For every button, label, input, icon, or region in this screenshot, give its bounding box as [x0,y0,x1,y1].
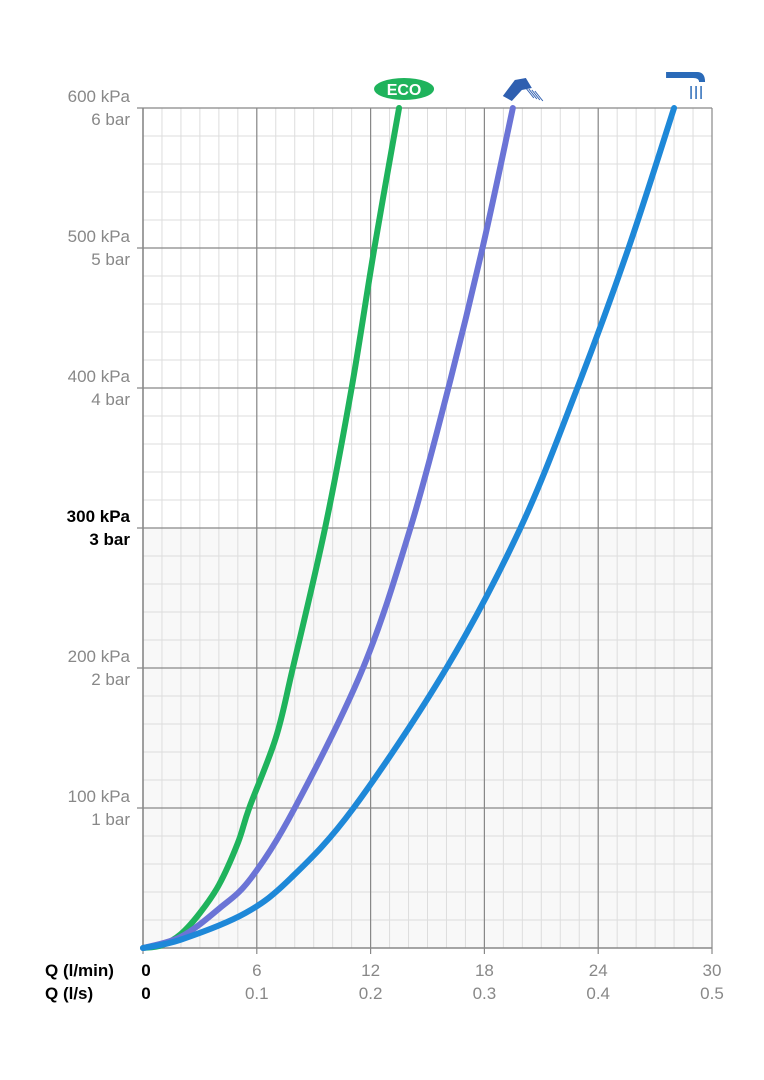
legend-icon [531,89,541,101]
x-tick-label: 24 [589,961,608,980]
flow-curve [140,105,403,951]
y-tick-sublabel: 2 bar [91,670,130,689]
x-axis-label: Q (l/min) [45,961,114,980]
x2-axis-label: Q (l/s) [45,984,93,1003]
y-tick-label: 400 kPa [68,367,131,386]
x-tick-label: 12 [361,961,380,980]
y-tick-label: 100 kPa [68,787,131,806]
legend-icon [525,87,535,99]
x-tick-label: 30 [703,961,722,980]
y-tick-label: 200 kPa [68,647,131,666]
y-tick-label: 300 kPa [67,507,131,526]
legend-label: ECO [387,82,422,99]
x2-tick-label: 0.5 [700,984,724,1003]
legend-icon [534,90,544,102]
flow-curve [140,105,516,951]
legend-icon [502,78,532,101]
y-tick-sublabel: 6 bar [91,110,130,129]
y-tick-sublabel: 3 bar [89,530,130,549]
x2-tick-label: 0.3 [473,984,497,1003]
x-tick-label: 6 [252,961,261,980]
flow-curve [140,105,678,951]
y-tick-label: 500 kPa [68,227,131,246]
y-tick-sublabel: 5 bar [91,250,130,269]
x2-tick-label: 0.4 [586,984,610,1003]
y-tick-sublabel: 1 bar [91,810,130,829]
x2-tick-label: 0.2 [359,984,383,1003]
x-tick-label: 0 [141,961,150,980]
legend-icon [528,88,538,100]
legend-icon [666,72,706,82]
x2-tick-label: 0 [141,984,150,1003]
x-tick-label: 18 [475,961,494,980]
x2-tick-label: 0.1 [245,984,269,1003]
y-tick-sublabel: 4 bar [91,390,130,409]
legend-badge [374,78,435,100]
y-tick-label: 600 kPa [68,87,131,106]
